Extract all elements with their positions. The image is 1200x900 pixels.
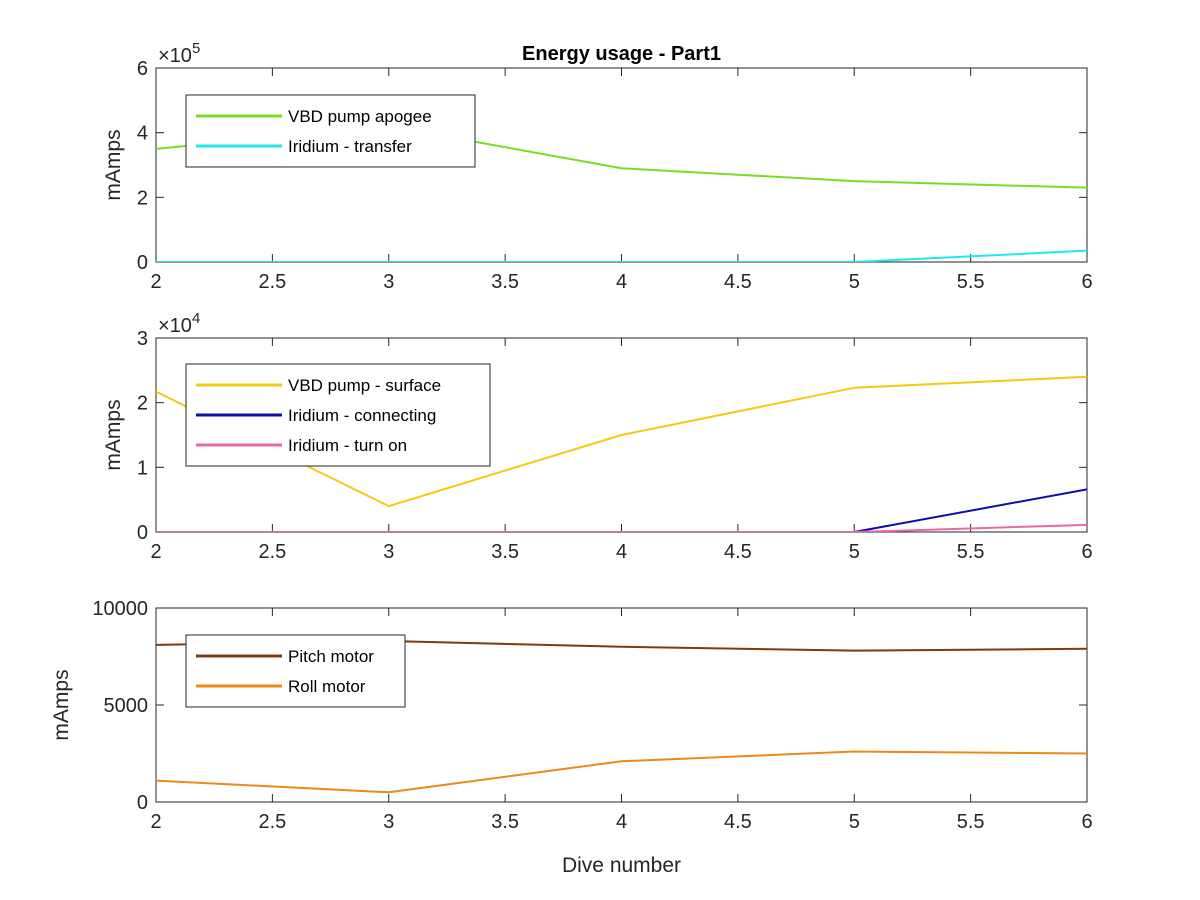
- x-tick-label: 2.5: [258, 541, 286, 563]
- x-tick-label: 4: [616, 271, 627, 293]
- x-tick-label: 2: [150, 541, 161, 563]
- legend-entry: Iridium - transfer: [288, 137, 412, 156]
- series-line-2: [156, 750, 1087, 794]
- y-tick-label: 5000: [104, 695, 149, 717]
- x-tick-label: 2.5: [258, 271, 286, 293]
- legend-box: [185, 94, 476, 168]
- x-tick-label: 4: [616, 541, 627, 563]
- legend-entry: VBD pump apogee: [288, 107, 432, 126]
- x-tick-label: 3.5: [491, 541, 519, 563]
- chart-panel-2: 2 2.5 3 3.5 4 4.5 5 5.5 6 0 1 2 3 ×104 mAmps VBD pump -…: [102, 310, 1093, 563]
- chart-panel-3: 2 2.5 3 3.5 4 4.5 5 5.5 6 0 5000 10000 mAmps Dive num…: [50, 598, 1093, 877]
- x-tick-label: 6: [1081, 811, 1092, 833]
- x-tick-label: 3.5: [491, 271, 519, 293]
- x-tick-label: 3: [383, 271, 394, 293]
- y-tick-label: 6: [137, 58, 148, 80]
- x-axis-label: Dive number: [562, 854, 681, 877]
- y-tick-label: 4: [137, 123, 148, 145]
- x-tick-label: 4.5: [724, 541, 752, 563]
- legend-entry: VBD pump - surface: [288, 376, 441, 395]
- y-tick-label: 2: [137, 393, 148, 415]
- legend: VBD pump apogee Iridium - transfer: [185, 94, 476, 168]
- x-tick-label: 3.5: [491, 811, 519, 833]
- x-tick-label: 3: [383, 541, 394, 563]
- series-line-1: [156, 375, 1087, 508]
- y-multiplier-label: ×105: [158, 40, 200, 67]
- x-tick-label: 4: [616, 811, 627, 833]
- legend-entry: Iridium - turn on: [288, 436, 407, 455]
- x-tick-label: 5: [849, 811, 860, 833]
- y-tick-label: 0: [137, 522, 148, 544]
- y-axis-label: mAmps: [102, 129, 125, 200]
- series-line-2: [156, 488, 1087, 532]
- y-axis-label: mAmps: [50, 669, 73, 740]
- x-tick-label: 2.5: [258, 811, 286, 833]
- x-tick-label: 2: [150, 811, 161, 833]
- y-tick-label: 10000: [92, 598, 148, 620]
- x-tick-label: 5: [849, 271, 860, 293]
- legend-entry: Roll motor: [288, 677, 366, 696]
- series-line-3: [156, 523, 1087, 532]
- series-line-2: [156, 249, 1087, 262]
- legend-box: [185, 634, 406, 708]
- x-tick-label: 6: [1081, 271, 1092, 293]
- legend-entry: Pitch motor: [288, 647, 374, 666]
- x-tick-label: 5: [849, 541, 860, 563]
- y-tick-label: 0: [137, 792, 148, 814]
- x-tick-label: 3: [383, 811, 394, 833]
- y-tick-label: 2: [137, 187, 148, 209]
- y-multiplier-label: ×104: [158, 310, 200, 337]
- legend: Pitch motor Roll motor: [185, 634, 406, 708]
- x-tick-label: 5.5: [957, 541, 985, 563]
- y-tick-label: 3: [137, 328, 148, 350]
- x-tick-label: 6: [1081, 541, 1092, 563]
- y-tick-label: 0: [137, 252, 148, 274]
- chart-title: Energy usage - Part1: [522, 43, 721, 65]
- y-axis-label: mAmps: [102, 399, 125, 470]
- x-tick-label: 4.5: [724, 271, 752, 293]
- x-tick-label: 2: [150, 271, 161, 293]
- legend-entry: Iridium - connecting: [288, 406, 436, 425]
- x-tick-label: 5.5: [957, 271, 985, 293]
- x-tick-label: 4.5: [724, 811, 752, 833]
- legend: VBD pump - surface Iridium - connecting Ir…: [185, 363, 491, 467]
- y-tick-label: 1: [137, 457, 148, 479]
- x-tick-label: 5.5: [957, 811, 985, 833]
